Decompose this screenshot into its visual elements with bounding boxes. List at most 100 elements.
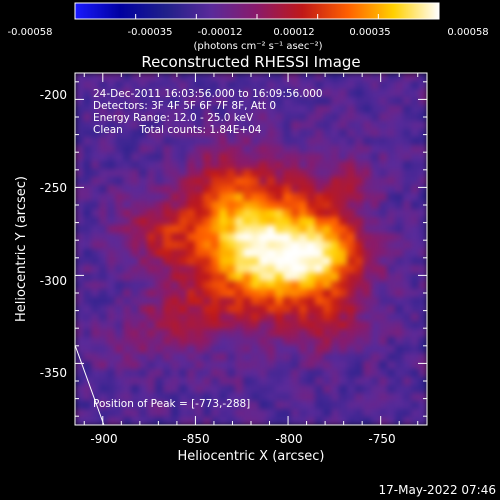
- heatmap-cell: [211, 225, 220, 234]
- heatmap-cell: [411, 241, 420, 250]
- heatmap-cell: [163, 377, 172, 386]
- heatmap-cell: [131, 105, 140, 114]
- heatmap-cell: [323, 265, 332, 274]
- heatmap-cell: [99, 233, 108, 242]
- heatmap-cell: [107, 113, 116, 122]
- heatmap-cell: [219, 321, 228, 330]
- heatmap-cell: [243, 129, 252, 138]
- heatmap-cell: [379, 273, 388, 282]
- heatmap-cell: [251, 409, 260, 418]
- heatmap-cell: [347, 289, 356, 298]
- heatmap-cell: [307, 353, 316, 362]
- heatmap-cell: [187, 97, 196, 106]
- heatmap-cell: [163, 209, 172, 218]
- heatmap-cell: [291, 393, 300, 402]
- heatmap-cell: [371, 241, 380, 250]
- heatmap-cell: [259, 321, 268, 330]
- heatmap-cell: [91, 161, 100, 170]
- heatmap-cell: [187, 89, 196, 98]
- heatmap-cell: [75, 193, 84, 202]
- heatmap-cell: [131, 369, 140, 378]
- heatmap-cell: [363, 369, 372, 378]
- heatmap-cell: [227, 265, 236, 274]
- heatmap-cell: [195, 105, 204, 114]
- heatmap-cell: [91, 265, 100, 274]
- heatmap-cell: [275, 321, 284, 330]
- heatmap-cell: [419, 105, 427, 114]
- heatmap-cell: [379, 193, 388, 202]
- heatmap-cell: [259, 241, 268, 250]
- heatmap-cell: [371, 129, 380, 138]
- heatmap-cell: [307, 401, 316, 410]
- heatmap-cell: [171, 89, 180, 98]
- heatmap-cell: [203, 145, 212, 154]
- heatmap-cell: [123, 385, 132, 394]
- heatmap-cell: [411, 417, 420, 425]
- x-tick-label: -850: [182, 432, 209, 446]
- heatmap-cell: [83, 81, 92, 90]
- heatmap-cell: [387, 161, 396, 170]
- heatmap-cell: [195, 257, 204, 266]
- heatmap-cell: [187, 185, 196, 194]
- heatmap-cell: [131, 129, 140, 138]
- heatmap-cell: [91, 409, 100, 418]
- heatmap-cell: [259, 129, 268, 138]
- heatmap-cell: [403, 233, 412, 242]
- heatmap-cell: [315, 385, 324, 394]
- heatmap-cell: [123, 201, 132, 210]
- heatmap-cell: [395, 241, 404, 250]
- heatmap-cell: [251, 209, 260, 218]
- heatmap-cell: [275, 305, 284, 314]
- heatmap-cell: [147, 185, 156, 194]
- heatmap-cell: [75, 401, 84, 410]
- heatmap-cell: [99, 209, 108, 218]
- heatmap-cell: [195, 177, 204, 186]
- heatmap-cell: [395, 97, 404, 106]
- heatmap-cell: [139, 329, 148, 338]
- heatmap-cell: [411, 401, 420, 410]
- heatmap-cell: [395, 273, 404, 282]
- heatmap-cell: [267, 145, 276, 154]
- heatmap-cell: [347, 177, 356, 186]
- heatmap-cell: [123, 209, 132, 218]
- heatmap-cell: [243, 257, 252, 266]
- heatmap-cell: [403, 353, 412, 362]
- heatmap-cell: [347, 361, 356, 370]
- heatmap-cell: [395, 377, 404, 386]
- heatmap-cell: [267, 105, 276, 114]
- heatmap-cell: [355, 113, 364, 122]
- heatmap-cell: [307, 121, 316, 130]
- heatmap-cell: [171, 361, 180, 370]
- heatmap-cell: [347, 305, 356, 314]
- heatmap-cell: [395, 81, 404, 90]
- colorbar-tick-label: 0.00058: [447, 27, 488, 38]
- heatmap-cell: [387, 225, 396, 234]
- heatmap-cell: [395, 257, 404, 266]
- heatmap-cell: [371, 73, 380, 82]
- heatmap-cell: [179, 345, 188, 354]
- heatmap-cell: [243, 369, 252, 378]
- heatmap-cell: [411, 217, 420, 226]
- heatmap-cell: [315, 417, 324, 425]
- heatmap-cell: [203, 329, 212, 338]
- heatmap-cell: [147, 249, 156, 258]
- heatmap-cell: [259, 97, 268, 106]
- heatmap-cell: [139, 137, 148, 146]
- heatmap-cell: [411, 89, 420, 98]
- heatmap-cell: [211, 289, 220, 298]
- heatmap-cell: [163, 321, 172, 330]
- heatmap-cell: [139, 225, 148, 234]
- heatmap-cell: [83, 209, 92, 218]
- heatmap-cell: [139, 369, 148, 378]
- heatmap-cell: [187, 121, 196, 130]
- heatmap-cell: [307, 249, 316, 258]
- heatmap-cell: [147, 137, 156, 146]
- heatmap-cell: [323, 201, 332, 210]
- heatmap-cell: [307, 169, 316, 178]
- heatmap-cell: [403, 169, 412, 178]
- heatmap-cell: [131, 409, 140, 418]
- heatmap-cell: [267, 329, 276, 338]
- heatmap-cell: [259, 121, 268, 130]
- heatmap-cell: [123, 305, 132, 314]
- heatmap-cell: [347, 369, 356, 378]
